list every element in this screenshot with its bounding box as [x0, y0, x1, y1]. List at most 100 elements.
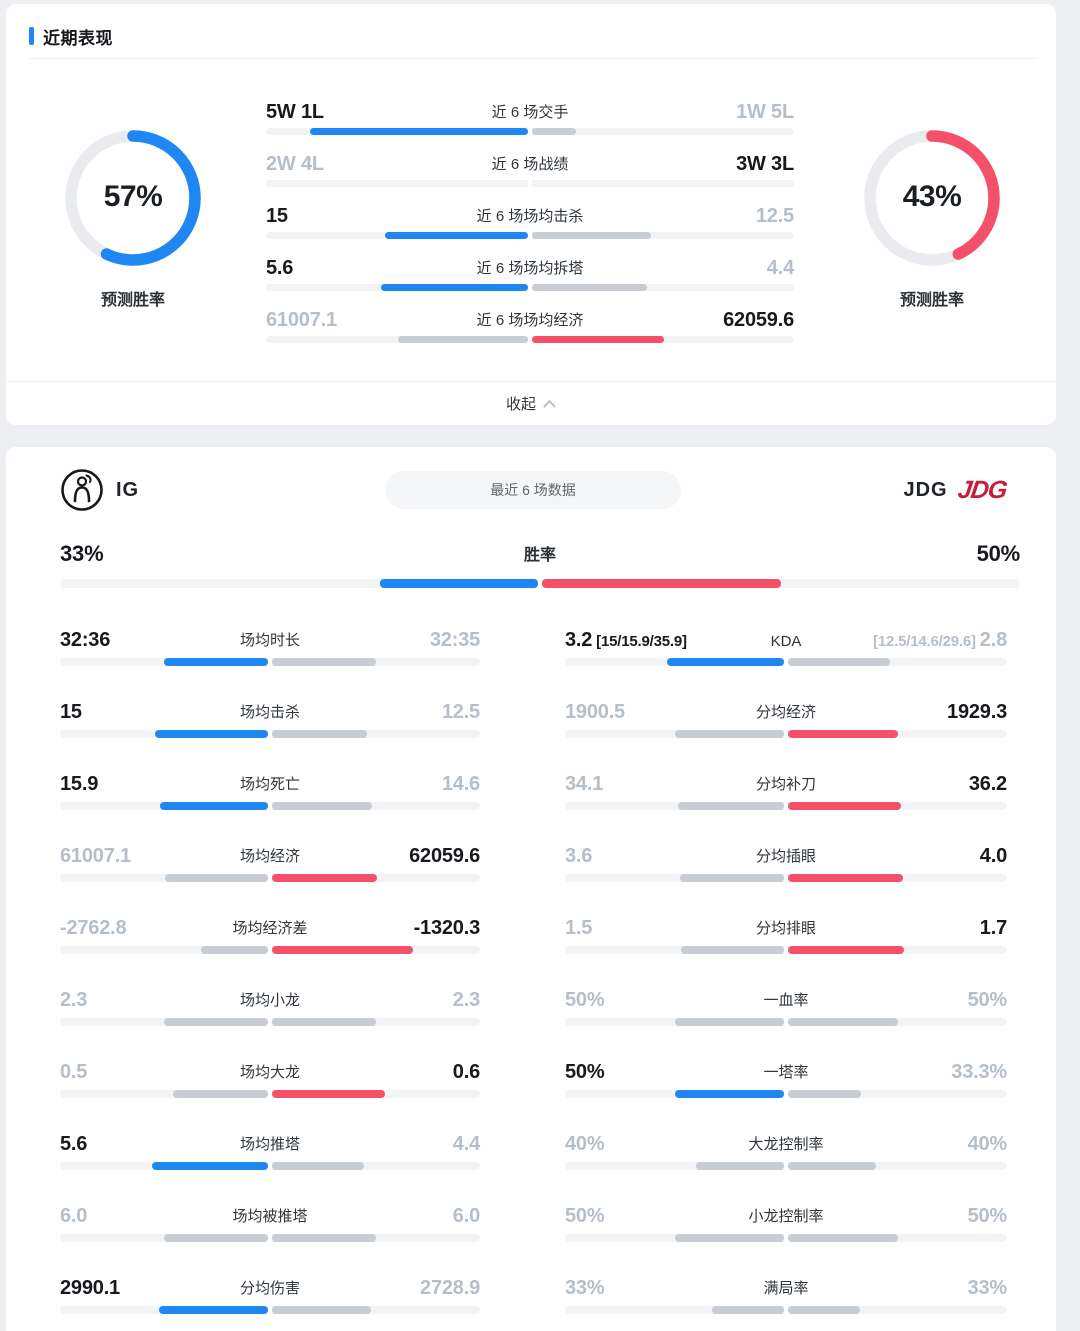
- right-value: 33%: [967, 1277, 1008, 1299]
- stat-bar: [565, 874, 1007, 882]
- left-value: 5.6: [266, 257, 294, 279]
- left-value: 15: [60, 701, 82, 723]
- page: { "colors": { "blue": "#1f87f2", "red": …: [0, 4, 1080, 1331]
- right-value: 1929.3: [947, 701, 1007, 723]
- left-value: 61007.1: [60, 845, 131, 867]
- section-header: 近期表现: [6, 4, 1056, 48]
- stat-label: 场均死亡: [239, 776, 301, 793]
- left-value: 40%: [565, 1133, 605, 1155]
- stat-bar: [60, 1162, 480, 1170]
- donut-chart-right: [864, 130, 1000, 266]
- left-value: 2W 4L: [266, 153, 324, 175]
- stats-column-left: 32:36 场均时长 32:35 15 场均击杀 12.5 15.9 场均死亡 14.6 6100…: [60, 618, 480, 1331]
- stat-row: 61007.1 场均经济 62059.6: [60, 834, 480, 906]
- stat-row: 3.6 分均插眼 4.0: [565, 834, 1007, 906]
- left-value: 50%: [565, 989, 605, 1011]
- right-value: 12.5: [441, 701, 480, 723]
- stat-row: 50% 小龙控制率 50%: [565, 1194, 1007, 1266]
- team-right: JDG JDG: [726, 475, 1009, 505]
- stat-label: KDA: [770, 633, 802, 650]
- jdg-logo-icon: JDG: [955, 475, 1009, 504]
- stat-label: 分均排眼: [755, 920, 817, 937]
- stats-grid: 32:36 场均时长 32:35 15 场均击杀 12.5 15.9 场均死亡 14.6 6100…: [6, 588, 1056, 1331]
- right-value: 1W 5L: [736, 101, 794, 123]
- stat-row: 15.9 场均死亡 14.6: [60, 762, 480, 834]
- winrate-right-value: 50%: [976, 541, 1021, 566]
- stat-label: 场均大龙: [239, 1064, 301, 1081]
- stat-label: 分均插眼: [755, 848, 817, 865]
- right-value: [12.5/14.6/29.6] 2.8: [873, 629, 1007, 651]
- left-value: 0.5: [60, 1061, 88, 1083]
- left-value: 5.6: [60, 1133, 88, 1155]
- stat-row: 33% 满局率 33%: [565, 1266, 1007, 1331]
- stat-row: -2762.8 场均经济差 -1320.3: [60, 906, 480, 978]
- stat-label: 分均伤害: [239, 1280, 301, 1297]
- stat-label: 近 6 场战绩: [491, 156, 569, 173]
- right-value: 2728.9: [420, 1277, 480, 1299]
- recent-comparison-rows: 5W 1L 近 6 场交手 1W 5L 2W 4L 近 6 场战绩 3W 3L 15 近 6 …: [266, 100, 794, 360]
- right-value: 4.4: [766, 257, 794, 279]
- stat-bar: [60, 946, 480, 954]
- left-win-percent: 57%: [103, 180, 163, 213]
- stat-row: 2W 4L 近 6 场战绩 3W 3L: [266, 152, 794, 204]
- donut-chart-left: [65, 130, 201, 266]
- stat-row: 15 近 6 场场均击杀 12.5: [266, 204, 794, 256]
- recent-performance-card: 近期表现 57% 预测胜率 5W 1L 近 6 场交手 1W 5L 2W 4L 近 6 …: [6, 4, 1056, 425]
- right-value: 62059.6: [723, 309, 794, 331]
- stat-label: 场均经济: [239, 848, 301, 865]
- stat-bar: [565, 1234, 1007, 1242]
- divider: [29, 58, 1038, 59]
- stat-bar: [565, 946, 1007, 954]
- stat-row: 1.5 分均排眼 1.7: [565, 906, 1007, 978]
- team-left: IG: [60, 468, 340, 512]
- stat-row: 50% 一塔率 33.3%: [565, 1050, 1007, 1122]
- right-prediction-donut: 43% 预测胜率: [862, 128, 1002, 310]
- left-prediction-donut: 57% 预测胜率: [63, 128, 203, 310]
- stat-label: 一血率: [763, 992, 809, 1009]
- left-value: 61007.1: [266, 309, 337, 331]
- left-value: 2.3: [60, 989, 88, 1011]
- right-value: 2.3: [452, 989, 480, 1011]
- left-value: 15.9: [60, 773, 99, 795]
- stat-label: 近 6 场场均击杀: [476, 208, 584, 225]
- stat-label: 场均被推塔: [232, 1208, 308, 1225]
- stat-row: 61007.1 近 6 场场均经济 62059.6: [266, 308, 794, 360]
- stat-bar: [60, 874, 480, 882]
- chevron-up-icon: [543, 400, 556, 408]
- stat-row: 5.6 近 6 场场均拆塔 4.4: [266, 256, 794, 308]
- right-value: 50%: [967, 1205, 1008, 1227]
- left-value: 5W 1L: [266, 101, 324, 123]
- left-value: 1.5: [565, 917, 593, 939]
- stat-label: 小龙控制率: [748, 1208, 824, 1225]
- left-value: -2762.8: [60, 917, 127, 939]
- stat-label: 场均小龙: [239, 992, 301, 1009]
- left-value: 34.1: [565, 773, 604, 795]
- stat-label: 近 6 场交手: [491, 104, 569, 121]
- collapse-button[interactable]: 收起: [6, 381, 1056, 425]
- stat-bar: [60, 658, 480, 666]
- stat-bar: [565, 1162, 1007, 1170]
- right-value: 40%: [967, 1133, 1008, 1155]
- right-value: 14.6: [441, 773, 480, 795]
- left-value: 2990.1: [60, 1277, 120, 1299]
- right-value: 62059.6: [409, 845, 480, 867]
- stat-bar: [565, 1306, 1007, 1314]
- stat-label: 近 6 场场均拆塔: [476, 260, 584, 277]
- stat-bar: [266, 128, 794, 135]
- right-value: 36.2: [968, 773, 1007, 795]
- stat-bar: [565, 658, 1007, 666]
- left-value: 32:36: [60, 629, 111, 651]
- stat-bar: [60, 1306, 480, 1314]
- left-value: 33%: [565, 1277, 605, 1299]
- right-value: -1320.3: [413, 917, 481, 939]
- winrate-left-value: 33%: [60, 541, 104, 566]
- stat-row: 1900.5 分均经济 1929.3: [565, 690, 1007, 762]
- stat-row: 6.0 场均被推塔 6.0: [60, 1194, 480, 1266]
- stat-label: 分均经济: [755, 704, 817, 721]
- right-donut-label: 预测胜率: [899, 292, 964, 309]
- left-value: 15: [266, 205, 288, 227]
- stat-bar: [266, 232, 794, 239]
- data-range-pill: 最近 6 场数据: [385, 471, 681, 509]
- left-value: 50%: [565, 1205, 605, 1227]
- stats-column-right: 3.2 [15/15.9/35.9] KDA [12.5/14.6/29.6] 2.…: [565, 618, 1007, 1331]
